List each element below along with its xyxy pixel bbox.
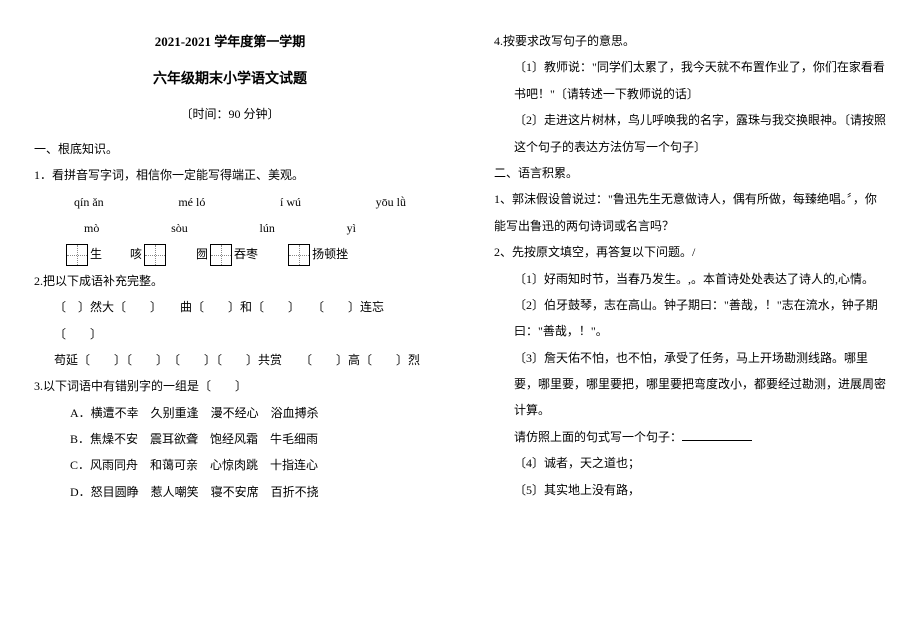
grid-item-1: 生 xyxy=(64,241,102,267)
option-b: B．焦燥不安 震耳欲聋 饱经风霜 牛毛细雨 xyxy=(34,426,426,452)
grid-text-3a: 囫 xyxy=(196,241,208,267)
section-2-heading: 二、语言积累。 xyxy=(494,160,886,186)
grid-item-3: 囫 吞枣 xyxy=(196,241,258,267)
exam-time: 〔时间：90 分钟〕 xyxy=(34,101,426,127)
pinyin-2b: sòu xyxy=(171,215,188,241)
pinyin-row-1: qín ǎn mé ló í wú yōu lǜ xyxy=(34,189,426,215)
grid-row: 生 咳 囫 吞枣 扬顿挫 xyxy=(34,241,426,267)
s2-q2-2: 〔2〕伯牙鼓琴，志在高山。钟子期曰："善哉，！"志在流水，钟子期曰："善哉，！"… xyxy=(494,292,886,345)
exam-page: 2021-2021 学年度第一学期 六年级期末小学语文试题 〔时间：90 分钟〕… xyxy=(0,0,920,637)
header-term: 2021-2021 学年度第一学期 xyxy=(34,28,426,57)
pinyin-1a: qín ǎn xyxy=(74,189,104,215)
grid-box xyxy=(210,244,232,266)
pinyin-2c: lún xyxy=(260,215,275,241)
section-1-heading: 一、根底知识。 xyxy=(34,136,426,162)
q4-sub2: 〔2〕走进这片树林，鸟儿呼唤我的名字，露珠与我交换眼神。〔请按照这个句子的表达方… xyxy=(494,107,886,160)
q2-line2: 苟延〔 〕〔 〕 〔 〕〔 〕共赏 〔 〕高〔 〕烈 xyxy=(34,347,426,373)
s2-q2-1: 〔1〕好雨知时节，当春乃发生。,。本首诗处处表达了诗人的,心情。 xyxy=(494,266,886,292)
grid-text-3b: 吞枣 xyxy=(234,241,258,267)
pinyin-1b: mé ló xyxy=(178,189,205,215)
question-1: 1．看拼音写字词，相信你一定能写得端正、美观。 xyxy=(34,162,426,188)
s2-q2-3: 〔3〕詹天佑不怕，也不怕，承受了任务，马上开场勘测线路。哪里要，哪里要，哪里要把… xyxy=(494,345,886,424)
s2-q2-4: 〔4〕诚者，天之道也； xyxy=(494,450,886,476)
imitate-line: 请仿照上面的句式写一个句子： xyxy=(494,424,886,450)
grid-text-1: 生 xyxy=(90,241,102,267)
q4-sub1: 〔1〕教师说："同学们太累了，我今天就不布置作业了，你们在家看看书吧！"〔请转述… xyxy=(494,54,886,107)
exam-title: 六年级期末小学语文试题 xyxy=(34,65,426,96)
left-column: 2021-2021 学年度第一学期 六年级期末小学语文试题 〔时间：90 分钟〕… xyxy=(0,0,460,637)
option-c: C．风雨同舟 和蔼可亲 心惊肉跳 十指连心 xyxy=(34,452,426,478)
pinyin-row-2: mò sòu lún yì xyxy=(34,215,426,241)
question-2: 2.把以下成语补充完整。 xyxy=(34,268,426,294)
imitate-label: 请仿照上面的句式写一个句子： xyxy=(514,430,682,444)
grid-text-4: 扬顿挫 xyxy=(312,241,348,267)
s2-q2-5: 〔5〕其实地上没有路， xyxy=(494,477,886,503)
grid-box xyxy=(144,244,166,266)
grid-box xyxy=(66,244,88,266)
q2-line1: 〔 〕然大〔 〕 曲〔 〕和〔 〕 〔 〕连忘〔 〕 xyxy=(34,294,426,347)
option-d: D．怒目圆睁 惹人嘲笑 寝不安席 百折不挠 xyxy=(34,479,426,505)
grid-item-4: 扬顿挫 xyxy=(286,241,348,267)
pinyin-1d: yōu lǜ xyxy=(376,189,406,215)
question-4: 4.按要求改写句子的意思。 xyxy=(494,28,886,54)
option-a: A．横遭不幸 久别重逢 漫不经心 浴血搏杀 xyxy=(34,400,426,426)
right-column: 4.按要求改写句子的意思。 〔1〕教师说："同学们太累了，我今天就不布置作业了，… xyxy=(460,0,920,637)
question-3: 3.以下词语中有错别字的一组是〔 〕 xyxy=(34,373,426,399)
s2-q1: 1、郭沫假设曾说过："鲁迅先生无意做诗人，偶有所做，每臻绝唱。〞，你能写出鲁迅的… xyxy=(494,186,886,239)
grid-item-2: 咳 xyxy=(130,241,168,267)
pinyin-1c: í wú xyxy=(280,189,301,215)
pinyin-2d: yì xyxy=(347,215,356,241)
grid-text-2: 咳 xyxy=(130,241,142,267)
grid-box xyxy=(288,244,310,266)
pinyin-2a: mò xyxy=(84,215,99,241)
s2-q2: 2、先按原文填空，再答复以下问题。/ xyxy=(494,239,886,265)
answer-blank xyxy=(682,428,752,441)
